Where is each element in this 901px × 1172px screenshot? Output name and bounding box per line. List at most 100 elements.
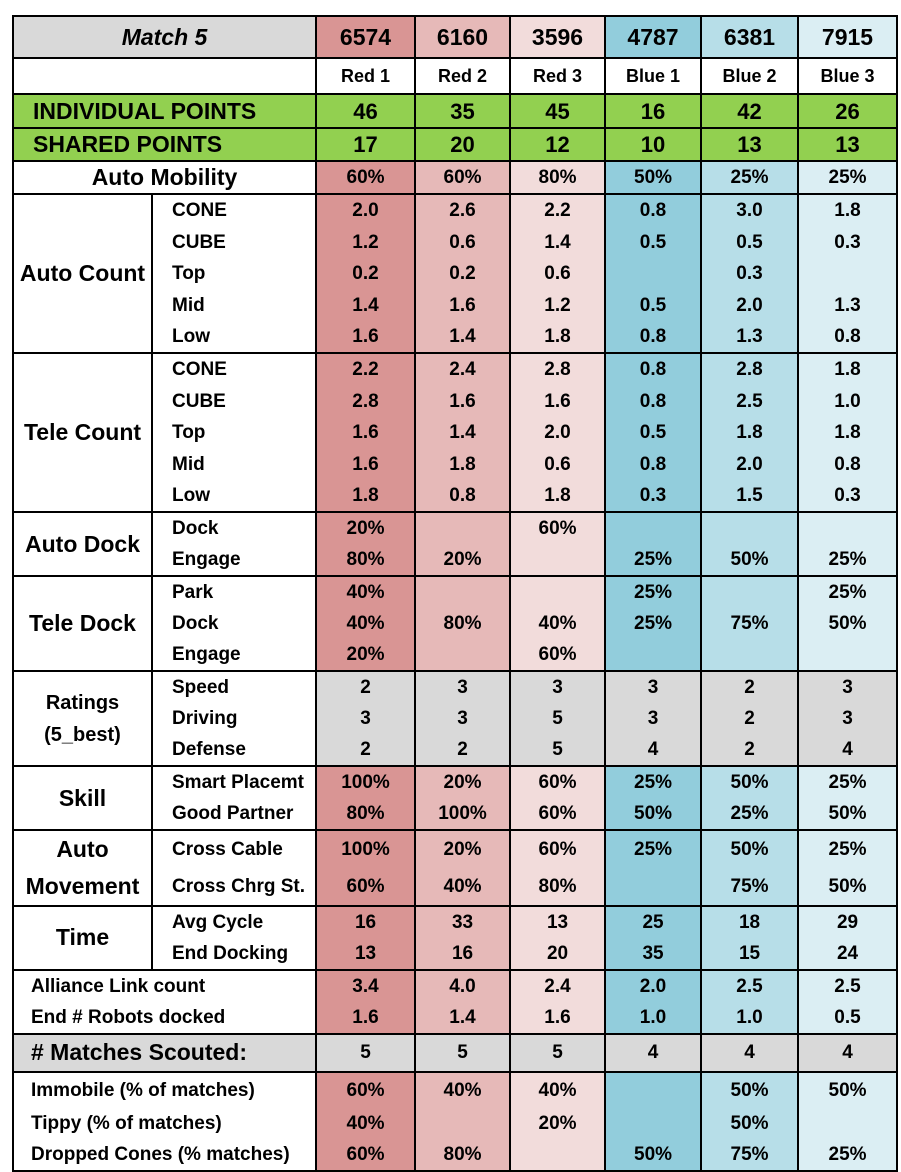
metric-value: 1.4 xyxy=(509,226,607,258)
robot-position: Blue 2 xyxy=(700,58,800,95)
auto-mobility-value: 80% xyxy=(509,161,607,195)
metric-label: Defense xyxy=(152,734,318,767)
metric-label: Top xyxy=(152,417,318,448)
metric-value: 80% xyxy=(315,544,417,577)
group-label: Skill xyxy=(12,766,153,831)
issue-row: Dropped Cones (% matches) 60% 80% 50% 75% 25% xyxy=(11,1138,899,1172)
metric-value: 1.8 xyxy=(797,417,899,448)
metric-label: Smart Placemt xyxy=(152,766,318,798)
metric-value: 80% xyxy=(414,608,512,639)
metric-value: 25% xyxy=(797,576,899,608)
metric-value: 50% xyxy=(797,798,899,831)
robot-position: Red 1 xyxy=(315,58,417,95)
auto-mobility-value: 60% xyxy=(315,161,417,195)
metric-value: 2.5 xyxy=(700,385,800,417)
team-number: 4787 xyxy=(604,15,703,59)
team-number: 6381 xyxy=(700,15,800,59)
metric-value: 0.8 xyxy=(604,448,703,480)
issue-row: Immobile (% of matches) 60% 40% 40% 50% 50% xyxy=(11,1071,899,1108)
metric-label: Low xyxy=(152,480,318,513)
metric-value: 50% xyxy=(604,798,703,831)
metric-value: 35 xyxy=(604,937,703,971)
group-row: Top 0.2 0.2 0.6 0.3 xyxy=(13,258,899,289)
group-row: Time Avg Cycle 16 33 13 25 18 29 xyxy=(12,905,899,971)
group-row: Cross Chrg St. 60% 40% 80% 75% 50% xyxy=(13,867,899,907)
auto-mobility-label: Auto Mobility xyxy=(11,161,318,195)
metric-value: 1.8 xyxy=(509,321,607,354)
metric-value: 20% xyxy=(414,830,512,868)
matches-scouted-value: 4 xyxy=(700,1033,800,1073)
metric-value: 40% xyxy=(414,867,512,907)
header-position-row: Red 1 Red 2 Red 3 Blue 1 Blue 2 Blue 3 xyxy=(11,58,899,95)
alliance-value: 1.0 xyxy=(700,1001,800,1035)
metric-label: Driving xyxy=(152,703,318,734)
metric-value: 2 xyxy=(700,734,800,767)
points-value: 35 xyxy=(414,94,512,129)
metric-value: 60% xyxy=(509,766,607,798)
metric-value: 3 xyxy=(797,703,899,734)
auto-mobility-value: 25% xyxy=(700,161,800,195)
metric-value xyxy=(509,544,607,577)
metric-value: 3 xyxy=(604,671,703,703)
metric-value: 60% xyxy=(509,798,607,831)
metric-value: 0.5 xyxy=(604,289,703,321)
group-row: Top 1.6 1.4 2.0 0.5 1.8 1.8 xyxy=(13,417,899,448)
group-row: Auto Dock Dock 20% 60% xyxy=(12,512,899,577)
auto-mobility-value: 25% xyxy=(797,161,899,195)
metric-value: 3 xyxy=(414,703,512,734)
metric-label: Avg Cycle xyxy=(152,905,318,938)
metric-value: 25% xyxy=(604,576,703,608)
group-label: Ratings (5_best) xyxy=(12,671,153,767)
metric-value: 20 xyxy=(509,937,607,971)
alliance-value: 2.5 xyxy=(700,969,800,1002)
metric-value: 0.3 xyxy=(797,480,899,513)
metric-value: 2.0 xyxy=(509,417,607,448)
metric-value: 3 xyxy=(604,703,703,734)
metric-value: 2.0 xyxy=(700,289,800,321)
points-value: 45 xyxy=(509,94,607,129)
metric-value: 0.5 xyxy=(604,226,703,258)
metric-value: 3 xyxy=(509,671,607,703)
issue-value xyxy=(509,1138,607,1172)
metric-value: 1.2 xyxy=(509,289,607,321)
metric-value: 1.3 xyxy=(700,321,800,354)
metric-value: 60% xyxy=(315,867,417,907)
metric-value: 3 xyxy=(315,703,417,734)
issue-label: Dropped Cones (% matches) xyxy=(11,1138,318,1172)
metric-value: 80% xyxy=(509,867,607,907)
issue-value xyxy=(797,1107,899,1139)
metric-value xyxy=(700,639,800,672)
metric-value: 0.8 xyxy=(604,194,703,226)
metric-value xyxy=(414,576,512,608)
metric-value: 100% xyxy=(315,766,417,798)
group-row: Skill Smart Placemt 100% 20% 60% 25% 50% 25% xyxy=(12,766,899,831)
metric-value: 1.5 xyxy=(700,480,800,513)
matches-scouted-label: # Matches Scouted: xyxy=(11,1033,318,1073)
alliance-row: Alliance Link count 3.4 4.0 2.4 2.0 2.5 2.5 xyxy=(11,969,899,1002)
metric-value: 75% xyxy=(700,608,800,639)
metric-label: Engage xyxy=(152,639,318,672)
metric-value: 60% xyxy=(509,512,607,544)
metric-label: End Docking xyxy=(152,937,318,971)
metric-value: 3 xyxy=(797,671,899,703)
points-label: INDIVIDUAL POINTS xyxy=(11,94,318,129)
metric-label: Cross Chrg St. xyxy=(152,867,318,907)
metric-value: 3.0 xyxy=(700,194,800,226)
metric-value: 20% xyxy=(315,512,417,544)
group-label: Auto Count xyxy=(12,194,153,354)
metric-value: 2 xyxy=(315,671,417,703)
alliance-value: 3.4 xyxy=(315,969,417,1002)
issue-value: 20% xyxy=(509,1107,607,1139)
metric-label: Dock xyxy=(152,608,318,639)
metric-value: 2.6 xyxy=(414,194,512,226)
matches-scouted-value: 5 xyxy=(414,1033,512,1073)
issue-value: 75% xyxy=(700,1138,800,1172)
issue-value: 50% xyxy=(700,1107,800,1139)
metric-value: 25% xyxy=(797,830,899,868)
individual-points-row: INDIVIDUAL POINTS 46 35 45 16 42 26 xyxy=(11,94,899,129)
metric-value: 4 xyxy=(604,734,703,767)
group-label: Tele Dock xyxy=(12,576,153,672)
group-row: Engage 20% 60% xyxy=(13,639,899,672)
metric-value: 60% xyxy=(509,639,607,672)
metric-value: 20% xyxy=(414,544,512,577)
